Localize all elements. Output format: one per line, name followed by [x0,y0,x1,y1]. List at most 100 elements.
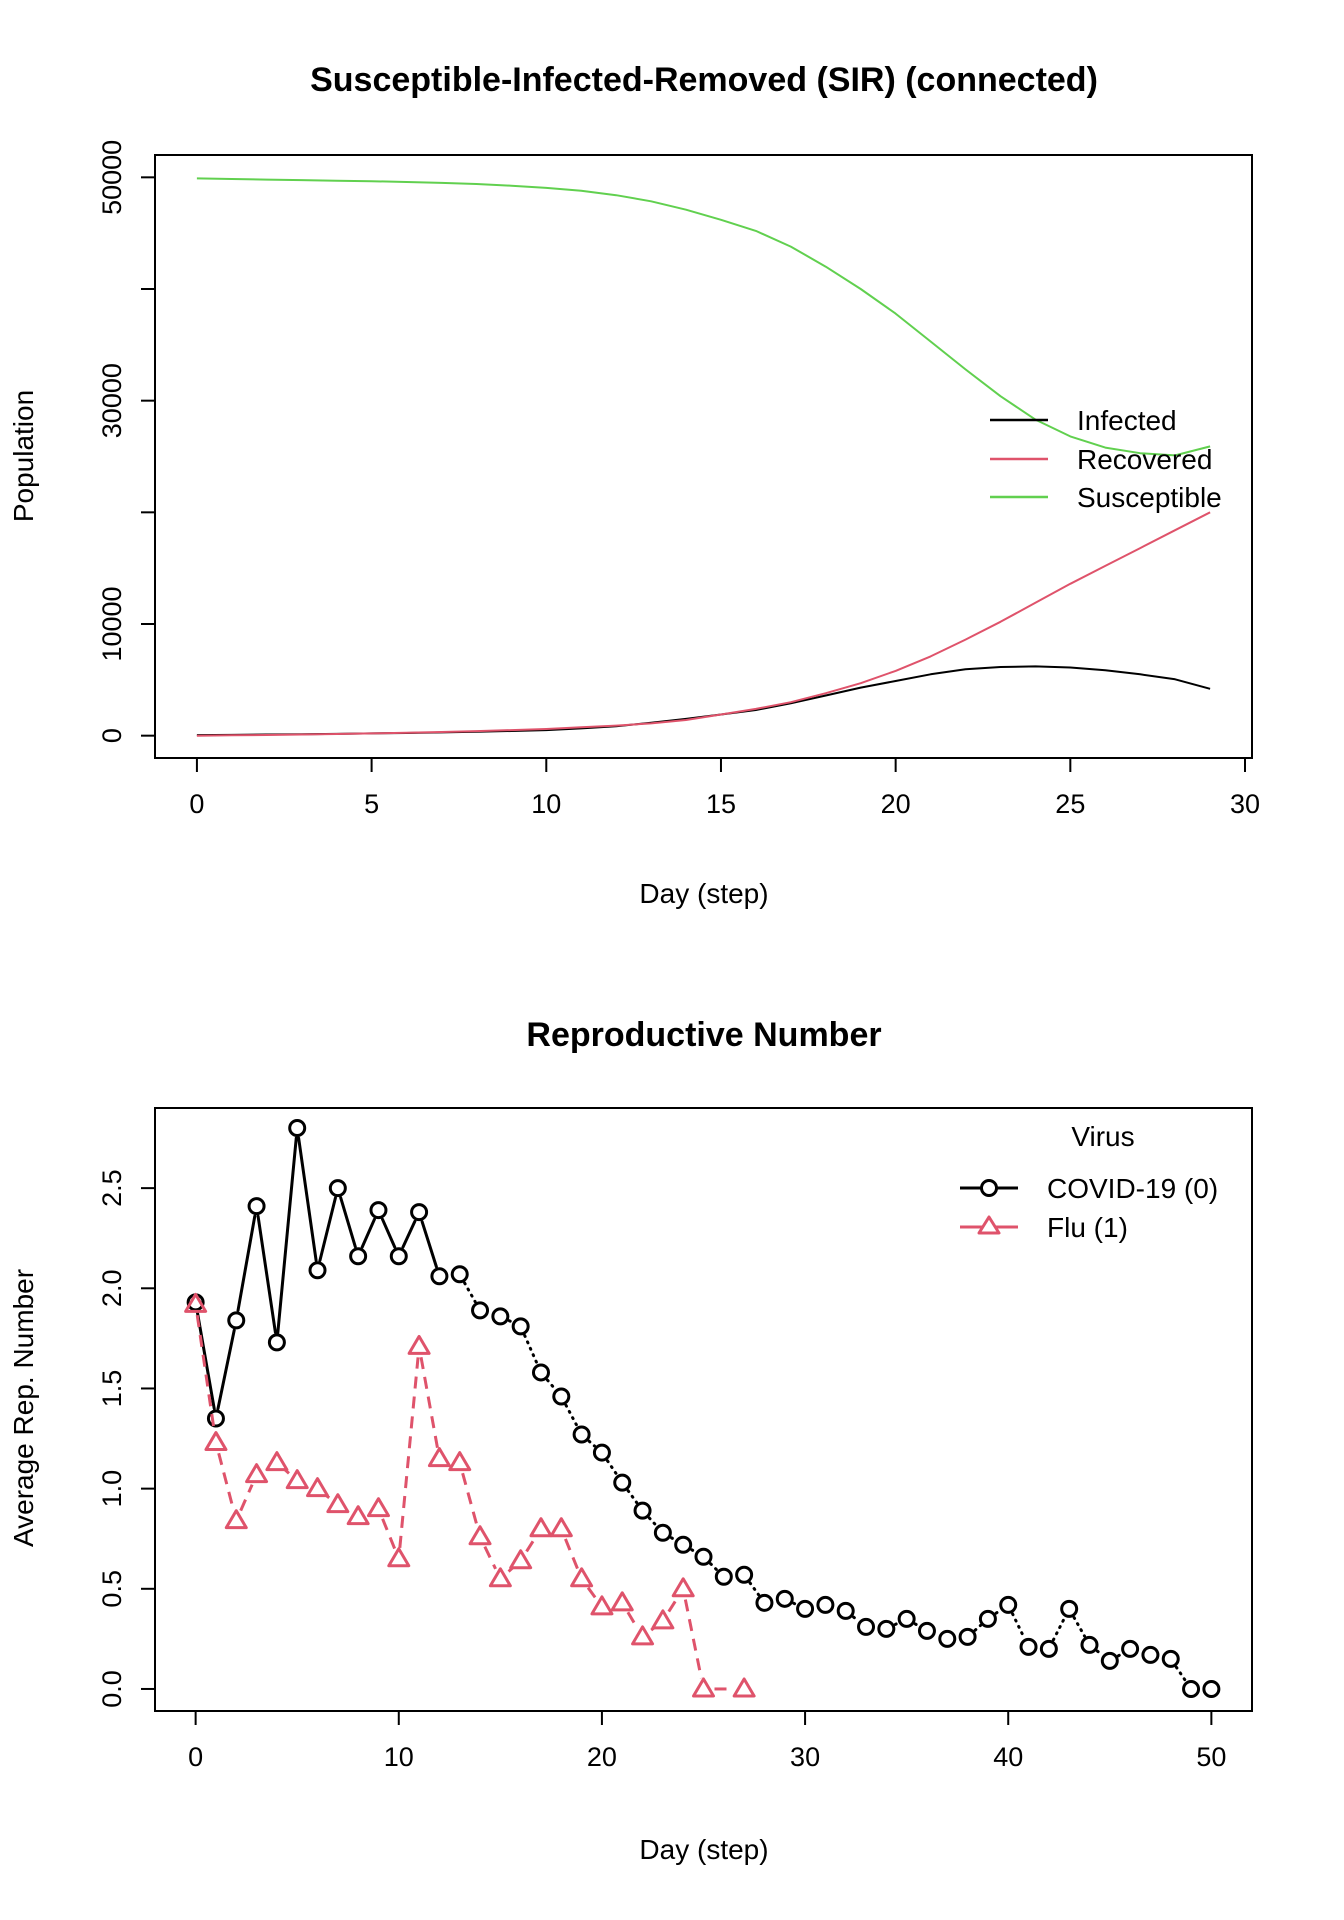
covid-point [897,1609,916,1628]
sir-legend: Infected Recovered Susceptible [990,405,1222,513]
covid-line-segment [1116,1652,1124,1658]
flu-point [366,1497,390,1518]
covid-line-segment [339,1196,357,1249]
flu-point [265,1451,289,1472]
covid-point [369,1201,388,1220]
covid-line-segment [216,1328,236,1411]
flu-point [245,1463,269,1484]
covid-line-segment [420,1220,438,1269]
covid-point [349,1247,368,1266]
sir-y-ticks: 0 10000 30000 50000 [97,140,156,743]
covid-line-segment [256,1214,277,1334]
covid-line-segment [1095,1649,1104,1657]
covid-point [1039,1639,1058,1658]
covid-point [1100,1651,1119,1670]
covid-line-segment [463,1281,477,1304]
covid-line-segment [994,1609,1002,1615]
sir-y-tick-label: 50000 [97,140,127,215]
covid-line-segment [360,1217,376,1249]
sir-y-tick-label: 10000 [97,586,127,661]
sir-x-tick-label: 0 [189,789,204,819]
covid-point [247,1197,266,1216]
flu-line-segment [586,1586,597,1599]
legend-title-virus: Virus [1071,1121,1134,1152]
covid-point [917,1621,936,1640]
rep-y-axis-label: Average Rep. Number [8,1269,39,1547]
covid-line-segment [792,1601,798,1606]
legend-label-flu: Flu (1) [1047,1212,1128,1243]
covid-point [592,1443,611,1462]
covid-point [836,1601,855,1620]
covid-point [227,1311,246,1330]
sir-x-tick-label: 30 [1230,789,1260,819]
covid-line-segment [276,1136,298,1334]
covid-point [389,1247,408,1266]
covid-point [816,1595,835,1614]
covid-line-segment [587,1439,596,1448]
covid-line-segment [973,1623,982,1632]
rep-x-axis-label: Day (step) [639,1834,768,1865]
covid-line-segment [401,1219,417,1249]
legend-label-susceptible: Susceptible [1077,482,1222,513]
flu-point [448,1451,472,1472]
covid-line-segment [564,1403,579,1428]
covid-line-segment [507,1319,514,1324]
flu-point [651,1609,675,1630]
rep-x-tick-label: 10 [384,1742,414,1772]
rep-y-tick-label: 1.0 [97,1470,127,1508]
flu-line-segment [483,1545,497,1570]
flu-point [468,1525,492,1546]
flu-line-segment [667,1597,679,1613]
covid-point [714,1567,733,1586]
covid-point [552,1387,571,1406]
covid-point [267,1333,286,1352]
flu-point [346,1505,370,1526]
flu-line-segment [239,1484,254,1512]
covid-line-segment [669,1536,677,1542]
covid-point [511,1317,530,1336]
series-line-susceptible [196,177,1211,457]
sir-x-tick-label: 5 [364,789,379,819]
covid-line-segment [893,1621,900,1626]
covid-point [288,1119,307,1138]
covid-point [430,1267,449,1286]
covid-point [1019,1637,1038,1656]
covid-line-segment [380,1217,397,1249]
covid-line-segment [236,1214,257,1313]
covid-point [613,1473,632,1492]
covid-point [938,1629,957,1648]
flu-point [671,1577,695,1598]
flu-point [692,1677,715,1698]
rep-y-tick-label: 1.5 [97,1370,127,1408]
covid-line-segment [647,1516,658,1527]
covid-point [978,1609,997,1628]
covid-line-segment [523,1334,539,1365]
flu-point [590,1595,614,1616]
legend-label-infected: Infected [1077,405,1177,436]
flu-point [306,1477,330,1498]
flu-point [631,1625,655,1646]
covid-point [999,1595,1018,1614]
covid-point [958,1627,977,1646]
covid-line-segment [606,1459,619,1476]
flu-point [427,1447,451,1468]
covid-point [1161,1649,1180,1668]
flu-line-segment [683,1599,703,1679]
flu-line-segment [525,1537,537,1553]
covid-line-segment [913,1622,920,1628]
sir-chart-title: Susceptible-Infected-Removed (SIR) (conn… [310,61,1098,99]
covid-point [410,1203,429,1222]
flu-point [285,1469,309,1490]
rep-legend: Virus COVID-19 (0) Flu (1) [960,1121,1218,1243]
covid-point [1121,1639,1140,1658]
covid-point [796,1599,815,1618]
covid-point [206,1409,225,1428]
rep-y-tick-label: 2.5 [97,1169,127,1207]
rep-y-tick-label: 2.0 [97,1270,127,1308]
rep-chart-title: Reproductive Number [526,1016,881,1054]
flu-point [224,1509,248,1530]
sir-y-tick-label: 30000 [97,363,127,438]
flu-point [732,1677,756,1698]
covid-point [471,1301,490,1320]
